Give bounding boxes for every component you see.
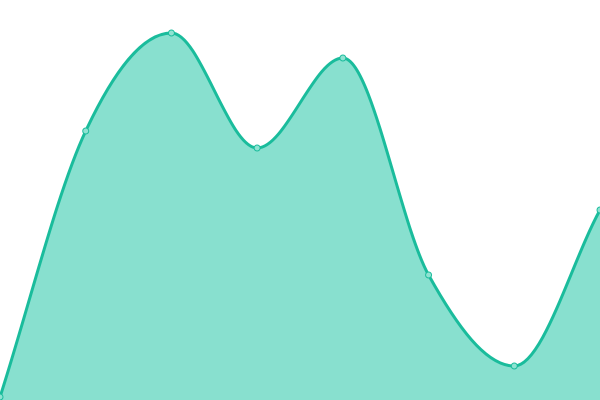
data-point — [425, 271, 433, 279]
data-point — [167, 29, 175, 37]
data-point — [253, 144, 261, 152]
data-points — [0, 29, 600, 400]
area-fill — [0, 33, 600, 400]
data-point — [339, 54, 347, 62]
data-point — [0, 393, 4, 400]
data-point — [510, 362, 518, 370]
data-point — [596, 206, 600, 214]
data-point — [82, 127, 90, 135]
